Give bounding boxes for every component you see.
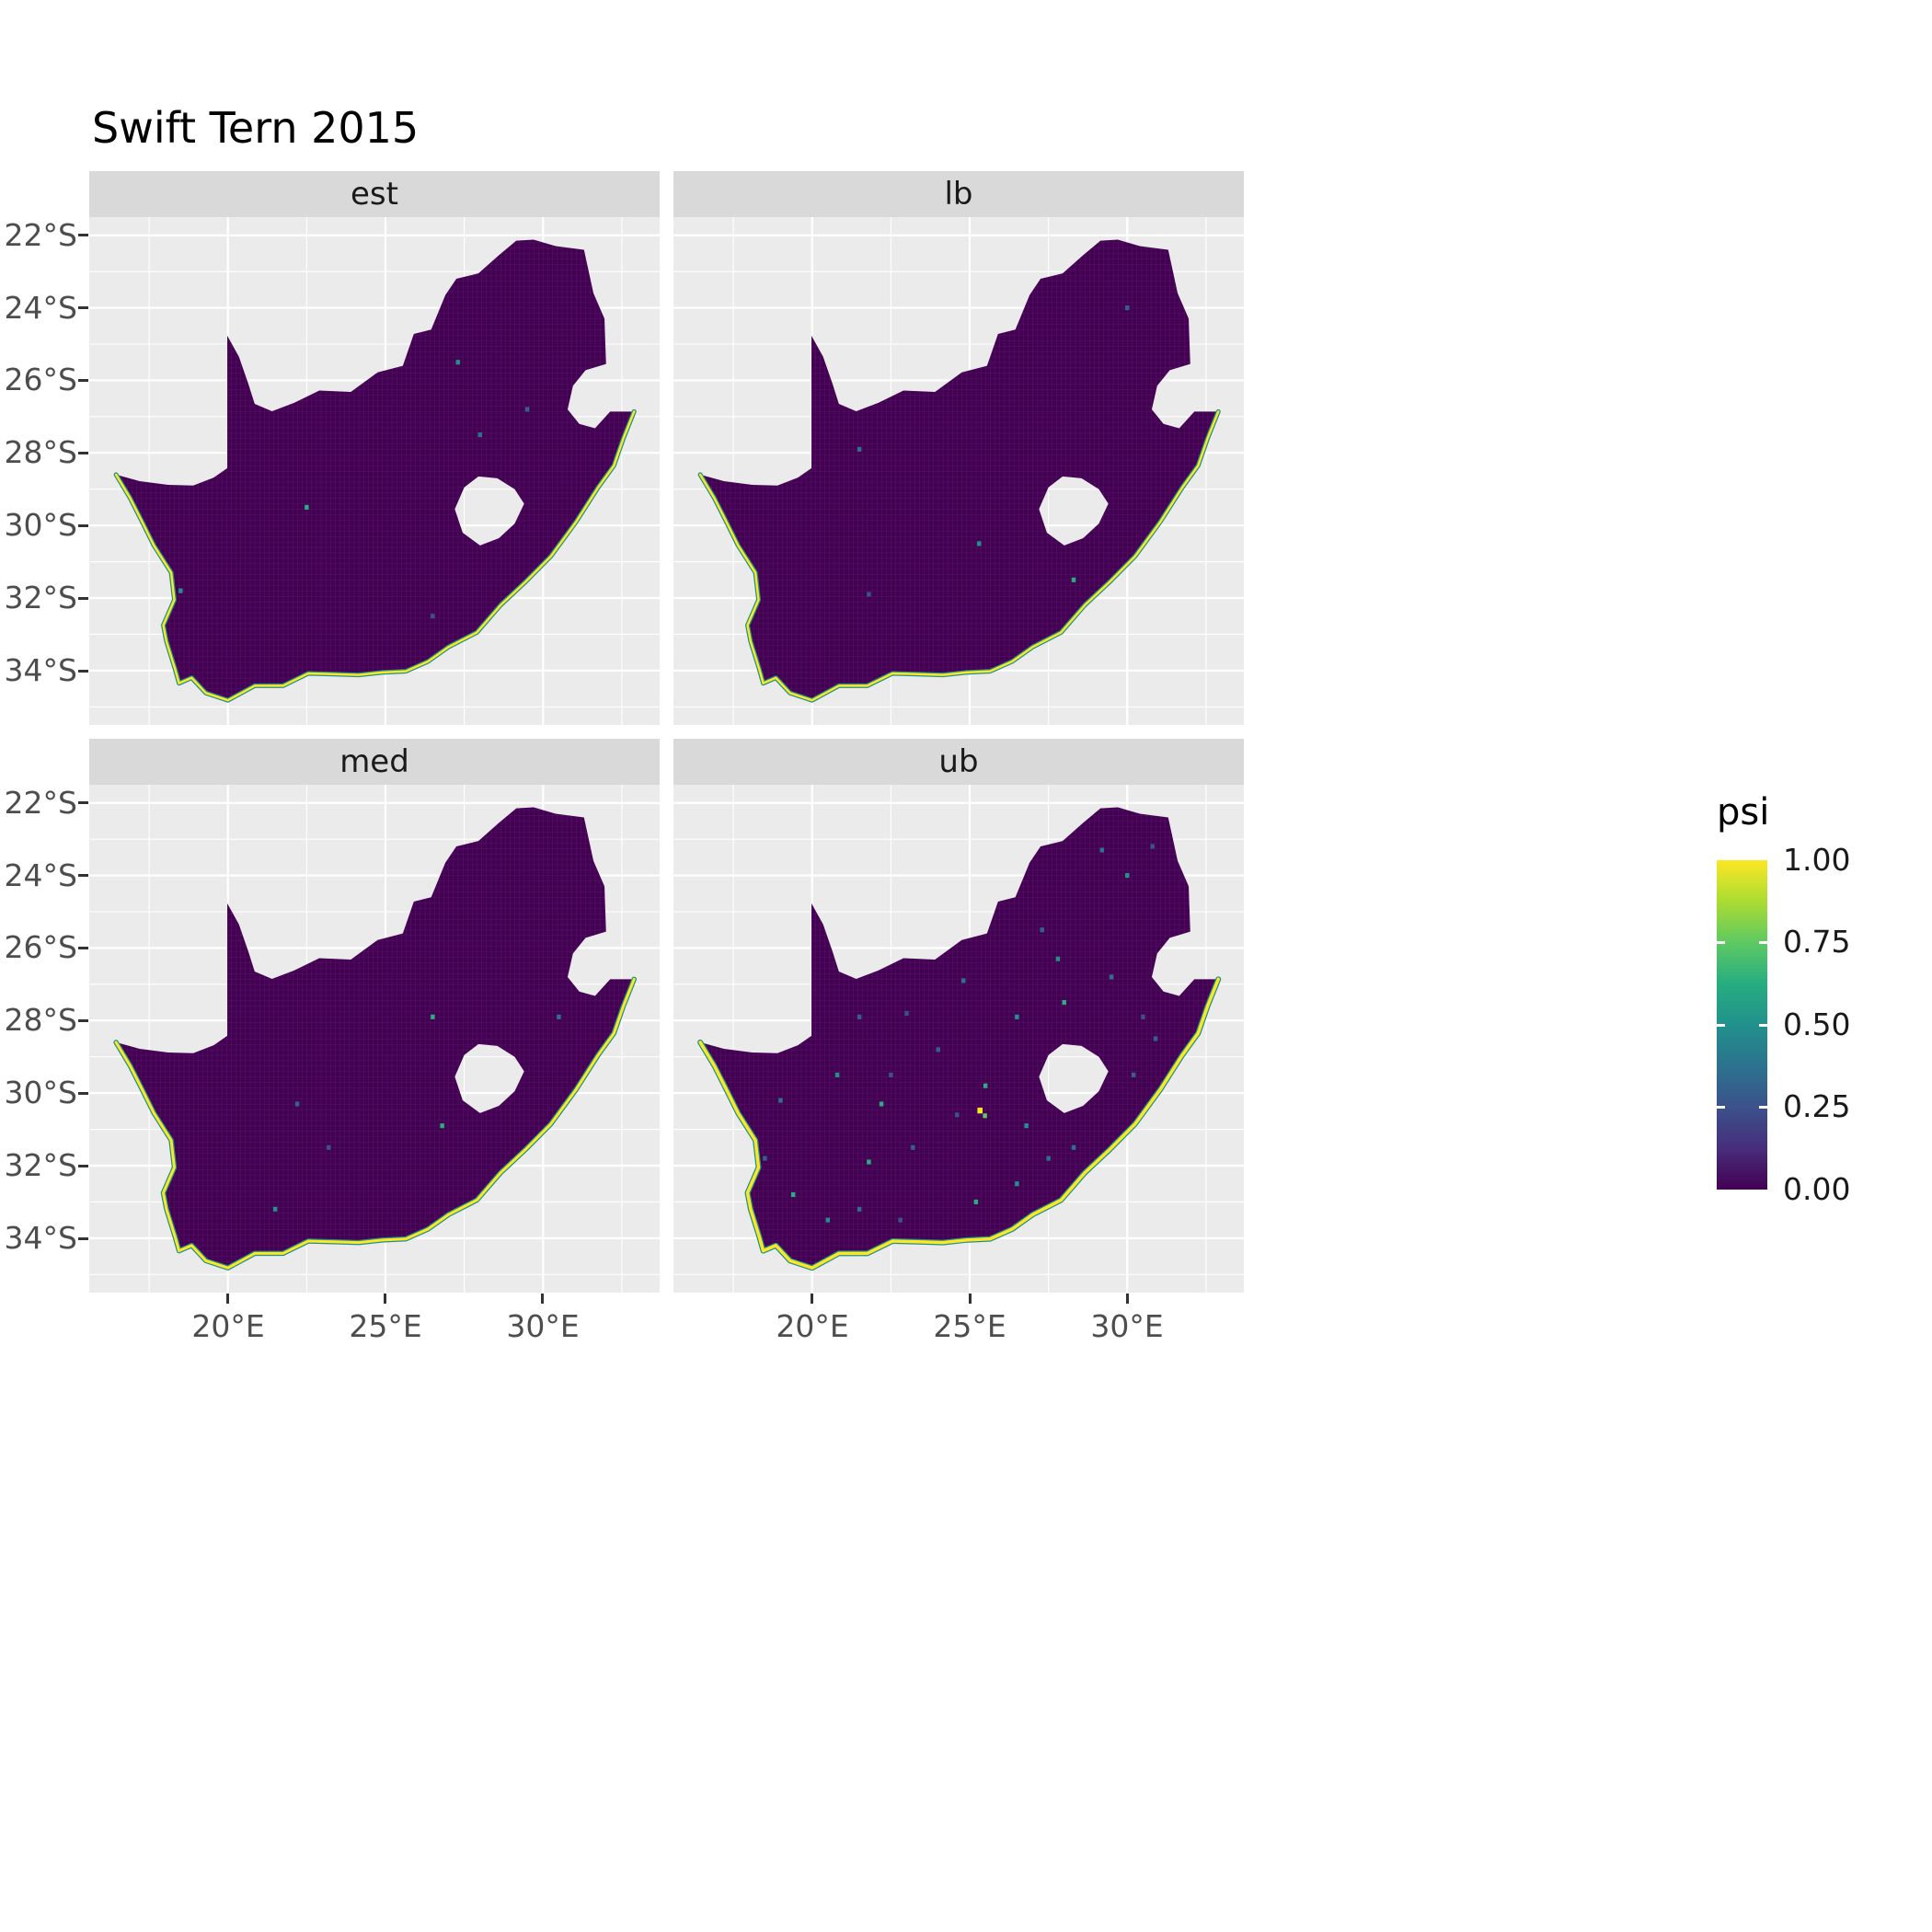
axis-tick [384, 1294, 386, 1304]
axis-tick [78, 947, 88, 949]
x-axis-label: 20°E [191, 1308, 265, 1344]
y-axis-label: 28°S [4, 434, 77, 470]
facet-strip-med: med [89, 739, 660, 785]
x-axis-label: 25°E [349, 1308, 422, 1344]
chart-title: Swift Tern 2015 [92, 103, 420, 153]
y-axis-label: 30°S [4, 1075, 77, 1110]
axis-tick [226, 1294, 229, 1304]
y-axis-label: 30°S [4, 507, 77, 543]
map-panel-ub [673, 785, 1244, 1293]
legend-tick [1717, 1024, 1725, 1027]
facet-strip-est: est [89, 171, 660, 217]
legend-tick [1717, 941, 1725, 944]
legend-tick [1717, 1106, 1725, 1109]
facet-label-ub: ub [938, 743, 979, 780]
y-axis-label: 32°S [4, 580, 77, 615]
legend-label: 0.00 [1783, 1171, 1851, 1207]
y-axis-label: 24°S [4, 290, 77, 326]
facet-label-lb: lb [944, 176, 973, 213]
axis-tick [811, 1294, 813, 1304]
axis-tick [541, 1294, 544, 1304]
legend-label: 1.00 [1783, 842, 1851, 878]
axis-tick [78, 379, 88, 382]
axis-tick [969, 1294, 972, 1304]
axis-tick [78, 670, 88, 673]
axis-tick [78, 801, 88, 804]
map-panel-med [89, 785, 660, 1293]
axis-tick [78, 1237, 88, 1240]
y-axis-label: 28°S [4, 1002, 77, 1038]
axis-tick [78, 306, 88, 309]
axis-tick [78, 524, 88, 527]
axis-tick [1126, 1294, 1129, 1304]
x-axis-label: 30°E [506, 1308, 580, 1344]
legend-tick [1759, 941, 1767, 944]
south-africa-map-svg [89, 217, 660, 725]
legend-tick [1759, 1106, 1767, 1109]
y-axis-label: 22°S [4, 217, 77, 253]
y-axis-label: 26°S [4, 929, 77, 965]
y-axis-label: 34°S [4, 1220, 77, 1256]
axis-tick [78, 1092, 88, 1095]
y-axis-label: 26°S [4, 362, 77, 397]
y-axis-label: 34°S [4, 652, 77, 688]
facet-label-med: med [339, 743, 409, 780]
legend-label: 0.75 [1783, 924, 1851, 960]
x-axis-label: 30°E [1090, 1308, 1164, 1344]
y-axis-label: 32°S [4, 1147, 77, 1183]
south-africa-map-svg [89, 785, 660, 1293]
legend-title: psi [1717, 791, 1770, 834]
axis-tick [78, 1165, 88, 1167]
map-panel-lb [673, 217, 1244, 725]
y-axis-label: 22°S [4, 785, 77, 821]
legend-colorbar [1717, 860, 1767, 1190]
axis-tick [78, 234, 88, 236]
facet-strip-lb: lb [673, 171, 1244, 217]
facet-label-est: est [351, 176, 398, 213]
south-africa-map-svg [673, 785, 1244, 1293]
map-panel-est [89, 217, 660, 725]
axis-tick [78, 1019, 88, 1022]
x-axis-label: 25°E [933, 1308, 1006, 1344]
facet-strip-ub: ub [673, 739, 1244, 785]
south-africa-map-svg [673, 217, 1244, 725]
legend-label: 0.50 [1783, 1006, 1851, 1042]
x-axis-label: 20°E [776, 1308, 849, 1344]
legend-label: 0.25 [1783, 1088, 1851, 1124]
axis-tick [78, 874, 88, 877]
legend-tick [1759, 1024, 1767, 1027]
y-axis-label: 24°S [4, 857, 77, 893]
axis-tick [78, 452, 88, 454]
axis-tick [78, 597, 88, 600]
